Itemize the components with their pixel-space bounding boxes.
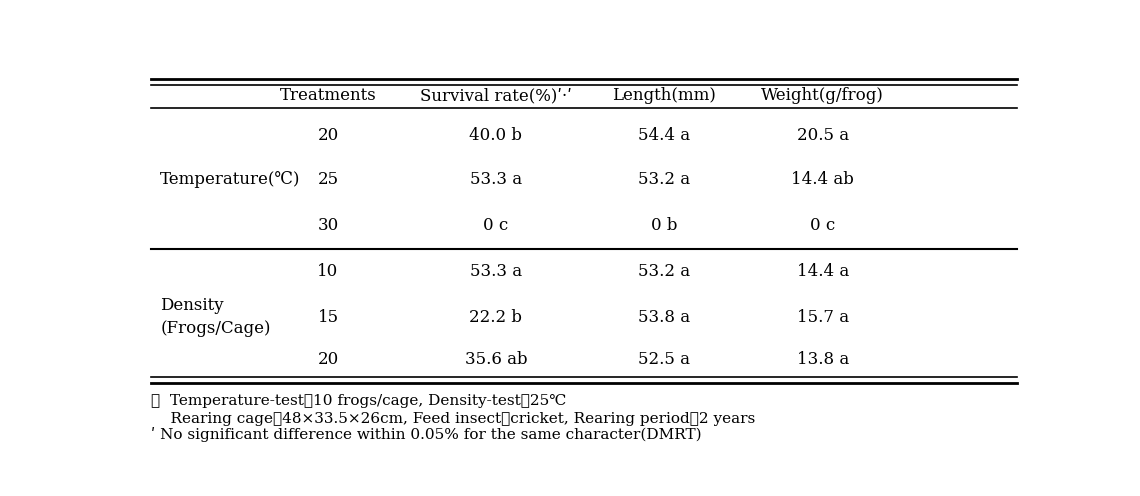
Text: Weight(g/frog): Weight(g/frog) <box>762 87 885 104</box>
Text: 20: 20 <box>317 351 339 368</box>
Text: 14.4 ab: 14.4 ab <box>791 171 854 188</box>
Text: 53.2 a: 53.2 a <box>637 171 690 188</box>
Text: 53.3 a: 53.3 a <box>470 171 522 188</box>
Text: Survival rate(%)ʹ·ʹ: Survival rate(%)ʹ·ʹ <box>420 87 572 104</box>
Text: 53.8 a: 53.8 a <box>637 309 690 326</box>
Text: 10: 10 <box>317 263 339 280</box>
Text: 25: 25 <box>317 171 339 188</box>
Text: 54.4 a: 54.4 a <box>637 127 690 144</box>
Text: 35.6 ab: 35.6 ab <box>465 351 527 368</box>
Text: (Frogs/Cage): (Frogs/Cage) <box>160 320 270 337</box>
Text: Treatments: Treatments <box>279 87 376 104</box>
Text: Rearing cage：48×33.5×26cm, Feed insect：cricket, Rearing period：2 years: Rearing cage：48×33.5×26cm, Feed insect：c… <box>152 412 756 426</box>
Text: 13.8 a: 13.8 a <box>797 351 849 368</box>
Text: 30: 30 <box>317 217 339 234</box>
Text: 53.2 a: 53.2 a <box>637 263 690 280</box>
Text: ※  Temperature-test：10 frogs/cage, Density-test：25℃: ※ Temperature-test：10 frogs/cage, Densit… <box>152 394 567 408</box>
Text: 22.2 b: 22.2 b <box>470 309 522 326</box>
Text: 40.0 b: 40.0 b <box>470 127 522 144</box>
Text: Length(mm): Length(mm) <box>612 87 716 104</box>
Text: 0 c: 0 c <box>811 217 836 234</box>
Text: ʹ No significant difference within 0.05% for the same character(DMRT): ʹ No significant difference within 0.05%… <box>152 427 702 442</box>
Text: 20.5 a: 20.5 a <box>797 127 849 144</box>
Text: 20: 20 <box>317 127 339 144</box>
Text: 53.3 a: 53.3 a <box>470 263 522 280</box>
Text: Temperature(℃): Temperature(℃) <box>160 171 301 188</box>
Text: 14.4 a: 14.4 a <box>797 263 849 280</box>
Text: 0 c: 0 c <box>483 217 508 234</box>
Text: Density: Density <box>160 298 223 314</box>
Text: 15: 15 <box>317 309 339 326</box>
Text: 52.5 a: 52.5 a <box>637 351 690 368</box>
Text: 0 b: 0 b <box>651 217 677 234</box>
Text: 15.7 a: 15.7 a <box>797 309 849 326</box>
